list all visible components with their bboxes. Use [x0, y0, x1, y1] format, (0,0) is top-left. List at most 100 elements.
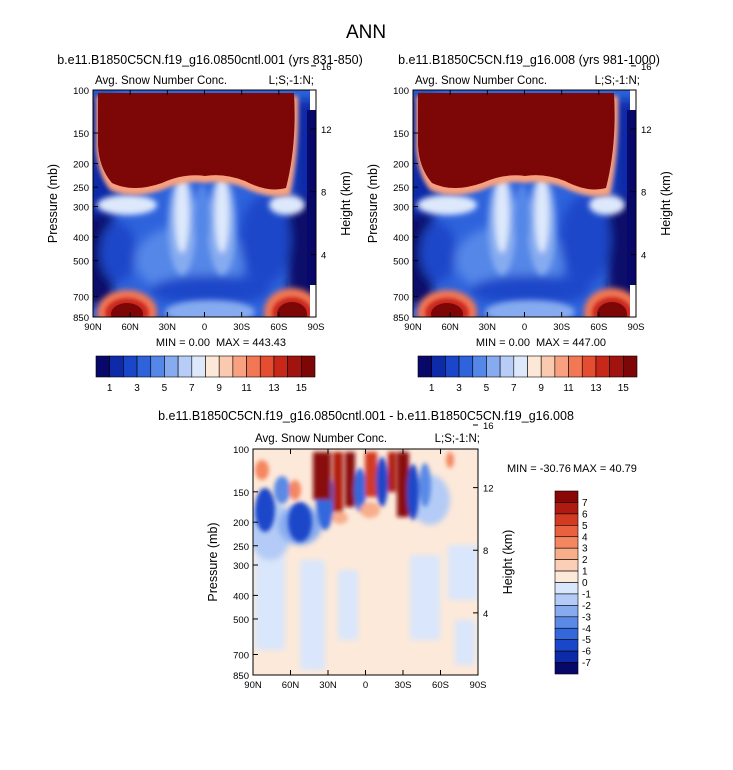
- colorbar-label: 2: [582, 555, 588, 566]
- pressure-tick-label: 400: [233, 591, 249, 602]
- panel-1-title: b.e11.B1850C5CN.f19_g16.0850cntl.001 (yr…: [57, 53, 363, 67]
- colorbar-swatch: [609, 355, 624, 378]
- colorbar-swatch: [218, 355, 234, 378]
- panel-1-max-label: MAX = 443.43: [216, 337, 286, 349]
- colorbar-label: 5: [582, 521, 588, 532]
- pressure-tick-label: 150: [393, 129, 409, 140]
- colorbar-label: 7: [511, 383, 517, 394]
- pressure-tick-label: 850: [393, 313, 409, 324]
- height-tick-label: 8: [641, 188, 646, 199]
- colorbar-swatch: [554, 605, 579, 618]
- latitude-tick-label: 90N: [404, 322, 422, 333]
- colorbar-label: 6: [582, 509, 588, 520]
- colorbar-swatch: [95, 355, 110, 378]
- colorbar-swatch: [136, 355, 152, 378]
- pressure-axis-title: Pressure (mb): [46, 164, 60, 243]
- pressure-tick-label: 500: [393, 257, 409, 268]
- pressure-tick-label: 400: [393, 233, 409, 244]
- colorbar-swatch: [595, 355, 610, 378]
- latitude-tick-label: 0: [522, 322, 527, 333]
- height-axis-title: Height (km): [339, 171, 353, 236]
- latitude-tick-label: 90S: [308, 322, 325, 333]
- panel-3-axes: 100 150 200 250 300 400 500 700 850 16 12 8 4 90N 60N 3…: [206, 421, 515, 691]
- panel-2-colorbar: 1 3 5 7 9 11 13 15: [417, 355, 638, 394]
- colorbar-swatch: [554, 627, 579, 640]
- latitude-tick-label: 30N: [159, 322, 177, 333]
- latitude-tick-label: 60N: [441, 322, 459, 333]
- colorbar-swatch: [431, 355, 446, 378]
- colorbar-swatch: [109, 355, 124, 378]
- panel-1-core: [98, 93, 295, 190]
- latitude-tick-label: 30N: [479, 322, 497, 333]
- latitude-tick-label: 90S: [628, 322, 645, 333]
- colorbar-swatch: [554, 490, 579, 503]
- colorbar-swatch: [554, 536, 579, 549]
- latitude-tick-label: 60S: [432, 680, 449, 691]
- height-tick-label: 8: [321, 188, 326, 199]
- colorbar-label: 0: [582, 578, 588, 589]
- colorbar-swatch: [554, 502, 579, 515]
- panel-2-right-label: L;S;-1:N;: [595, 75, 640, 87]
- colorbar-swatch: [581, 355, 597, 378]
- latitude-tick-label: 30S: [395, 680, 412, 691]
- pressure-tick-label: 850: [233, 671, 249, 682]
- panel-3-right-label: L;S;-1:N;: [435, 433, 480, 445]
- colorbar-swatch: [513, 355, 528, 378]
- pressure-tick-label: 100: [393, 86, 409, 97]
- height-tick-label: 4: [483, 609, 488, 620]
- latitude-tick-label: 30S: [233, 322, 250, 333]
- colorbar-label: -3: [582, 612, 591, 623]
- colorbar-label: 11: [563, 383, 574, 394]
- colorbar-label: 7: [582, 498, 588, 509]
- panel-2-test-run: b.e11.B1850C5CN.f19_g16.008 (yrs 981-100…: [366, 53, 673, 394]
- colorbar-swatch: [554, 559, 579, 572]
- colorbar-swatch: [540, 355, 556, 378]
- latitude-tick-label: 60N: [282, 680, 300, 691]
- panel-2-axes: 100 150 200 250 300 400 500 700 850 16 12 8 4 90N 60N 3…: [366, 62, 673, 333]
- latitude-tick-label: 0: [202, 322, 207, 333]
- colorbar-swatch: [554, 639, 579, 652]
- colorbar-swatch: [273, 355, 288, 378]
- latitude-tick-label: 0: [363, 680, 368, 691]
- pressure-axis-title: Pressure (mb): [206, 522, 220, 601]
- panel-3-difference: b.e11.B1850C5CN.f19_g16.0850cntl.001 - b…: [158, 409, 637, 691]
- pressure-tick-label: 400: [73, 233, 89, 244]
- panel-1-colorbar: 1 3 5 7 9 11 13 15: [95, 355, 316, 394]
- figure-title: ANN: [346, 22, 386, 43]
- colorbar-swatch: [527, 355, 542, 378]
- colorbar-swatch: [417, 355, 432, 378]
- latitude-tick-label: 60S: [270, 322, 287, 333]
- colorbar-label: 9: [538, 383, 544, 394]
- colorbar-label: 9: [216, 383, 222, 394]
- colorbar-swatch: [458, 355, 474, 378]
- colorbar-swatch: [554, 570, 579, 583]
- colorbar-swatch: [123, 355, 138, 378]
- height-axis-title: Height (km): [501, 530, 515, 595]
- colorbar-swatch: [554, 513, 579, 526]
- pressure-tick-label: 200: [233, 518, 249, 529]
- height-tick-label: 12: [321, 125, 332, 136]
- panel-2-min-label: MIN = 0.00: [476, 337, 530, 349]
- panel-1-min-label: MIN = 0.00: [156, 337, 210, 349]
- colorbar-label: 15: [618, 383, 630, 394]
- colorbar-label: 13: [268, 383, 280, 394]
- pressure-tick-label: 250: [393, 183, 409, 194]
- pressure-tick-label: 700: [233, 650, 249, 661]
- colorbar-swatch: [568, 355, 583, 378]
- colorbar-swatch: [554, 582, 579, 595]
- height-tick-label: 16: [483, 421, 494, 432]
- colorbar-swatch: [554, 593, 579, 606]
- colorbar-label: 3: [134, 383, 140, 394]
- pressure-tick-label: 700: [73, 292, 89, 303]
- colorbar-label: 15: [296, 383, 308, 394]
- colorbar-swatch: [177, 355, 193, 378]
- colorbar-swatch: [499, 355, 515, 378]
- panel-1-axes: 100 150 200 250 300 400 500 700 850 16 12 8 4 90N 60N 3…: [46, 62, 353, 333]
- colorbar-swatch: [259, 355, 275, 378]
- colorbar-label: 3: [456, 383, 462, 394]
- colorbar-label: 1: [582, 567, 588, 578]
- colorbar-swatch: [554, 616, 579, 629]
- colorbar-label: -1: [582, 589, 591, 600]
